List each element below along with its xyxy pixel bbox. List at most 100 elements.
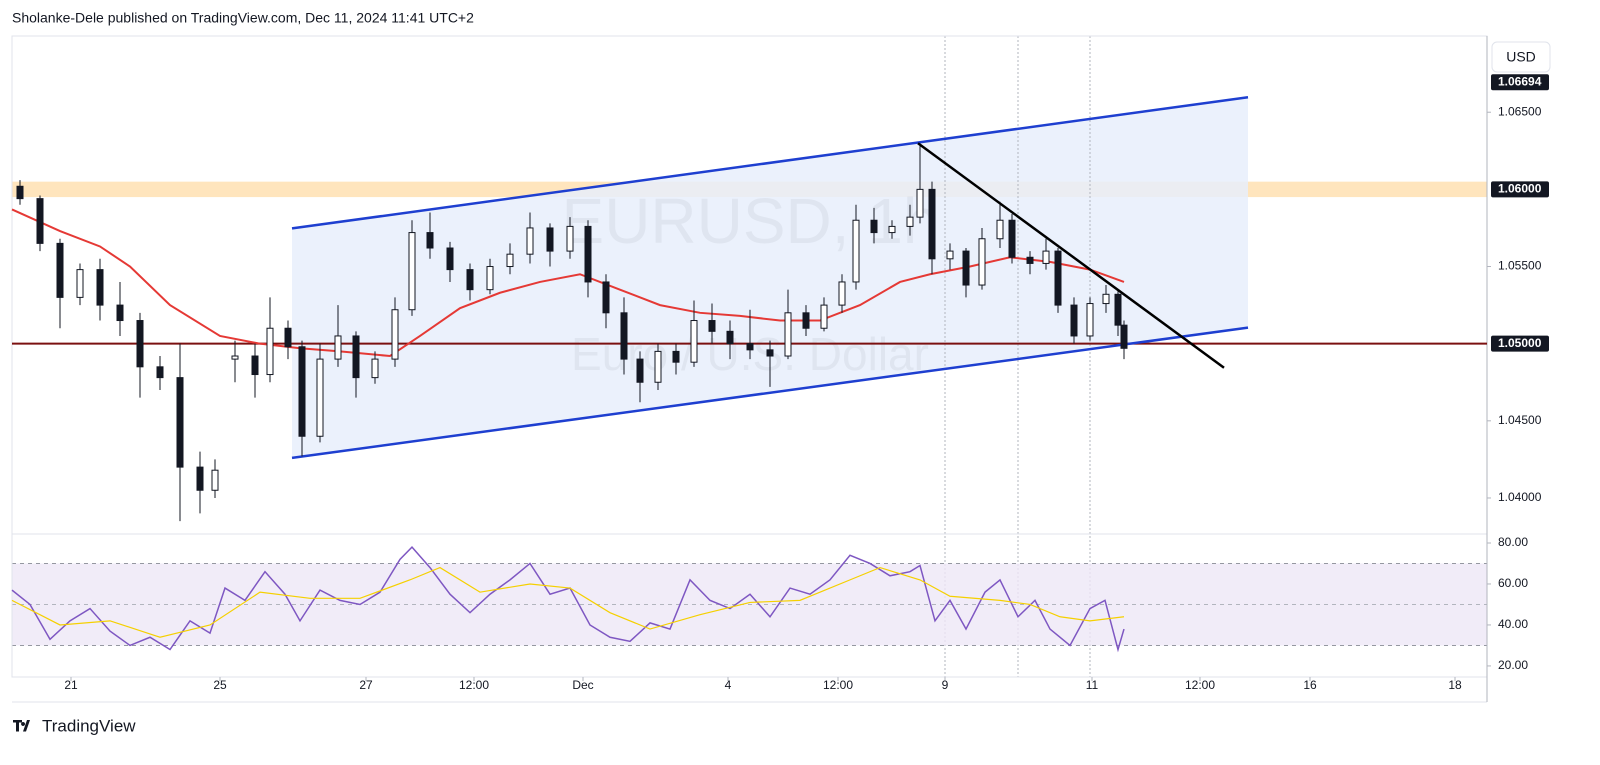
candle-body [636, 358, 644, 383]
candle-body [176, 377, 184, 468]
candle-body [36, 198, 44, 244]
candle-body [546, 227, 554, 252]
candle-body [620, 312, 628, 360]
candle-body [371, 358, 379, 379]
candle-body [672, 350, 680, 363]
y-tick-label: 1.04000 [1498, 490, 1542, 504]
price-label-box [1491, 181, 1549, 198]
x-tick-label: 9 [942, 678, 949, 692]
candle-body [820, 304, 828, 329]
x-tick-label: 16 [1303, 678, 1317, 692]
candle-body [746, 343, 754, 351]
candle-body [298, 346, 306, 437]
y-tick-label: 1.06500 [1498, 104, 1542, 118]
candle-body [352, 335, 360, 379]
candle-body [76, 269, 84, 298]
candle-body [231, 355, 239, 360]
watermark: EURUSD, 1h [562, 185, 939, 257]
candle-body [654, 350, 662, 383]
candle-body [726, 330, 734, 345]
candle-body [602, 281, 610, 314]
candle-body [251, 355, 259, 376]
channel-upper [291, 96, 1249, 230]
candle-body [116, 304, 124, 322]
candle-body [1102, 293, 1110, 305]
candle-body [526, 227, 534, 255]
candle-body [928, 188, 936, 260]
y-tick-label: 1.04500 [1498, 413, 1542, 427]
candle-body [870, 219, 878, 234]
y-tick-label: 20.00 [1498, 658, 1528, 672]
candle-body [96, 269, 104, 306]
currency-button[interactable] [1491, 41, 1551, 73]
x-tick-label: 12:00 [1185, 678, 1215, 692]
channel-lower [291, 326, 1249, 460]
candle-body [316, 358, 324, 437]
candle-body [56, 242, 64, 298]
candle-body [916, 188, 924, 218]
candle-body [16, 185, 24, 200]
candle-body [266, 327, 274, 376]
candle-body [1086, 303, 1094, 337]
candle-body [334, 335, 342, 360]
price-label: 1.06694 [1498, 74, 1542, 88]
y-tick-label: 40.00 [1498, 617, 1528, 631]
candle-body [391, 309, 399, 360]
rsi-line [11, 545, 1125, 653]
candle-body [1054, 250, 1062, 306]
x-tick-label: 4 [725, 678, 732, 692]
rsi-line [11, 566, 1125, 638]
candle-body [838, 281, 846, 306]
candle-body [566, 225, 574, 252]
price-label-box [1491, 335, 1549, 352]
candle-body [906, 216, 914, 227]
x-tick-label: Dec [572, 678, 593, 692]
candle-body [446, 247, 454, 271]
candle-body [1120, 324, 1128, 349]
marks-layer: 1.04000 1.04500 1.05500 1.06500 1.06694 1.060… [11, 74, 1549, 692]
candle-body [708, 320, 716, 332]
x-tick-label: 18 [1448, 678, 1462, 692]
candle-body [978, 238, 986, 286]
price-label: 1.05000 [1498, 336, 1542, 350]
trendline [917, 142, 1225, 369]
candle-body [784, 312, 792, 357]
candle-body [888, 225, 896, 234]
candle-body [946, 250, 954, 260]
candle-body [486, 266, 494, 291]
candle-body [196, 466, 204, 491]
candle-body [211, 469, 219, 491]
candle-body [426, 232, 434, 249]
x-tick-label: 21 [64, 678, 78, 692]
footer-logo: TradingView [13, 716, 136, 735]
y-tick-label: 60.00 [1498, 576, 1528, 590]
candle-body [408, 232, 416, 311]
candle-body [1026, 256, 1034, 264]
candle-body [802, 312, 810, 329]
candle-body [284, 327, 292, 348]
x-tick-label: 12:00 [459, 678, 489, 692]
candle-body [156, 366, 164, 379]
candle-body [690, 320, 698, 363]
y-tick-label: 1.05500 [1498, 259, 1542, 273]
moving-average [11, 208, 1125, 358]
logo-icon [13, 720, 30, 732]
footer-brand: TradingView [42, 716, 136, 735]
candle-body [852, 219, 860, 283]
price-label: 1.06000 [1498, 182, 1542, 196]
candle-body [766, 349, 774, 357]
x-tick-label: 12:00 [823, 678, 853, 692]
currency-label: USD [1506, 49, 1536, 65]
candle-body [962, 250, 970, 286]
candle-body [584, 225, 592, 283]
price-label-box [1491, 74, 1549, 91]
candle-body [1070, 304, 1078, 337]
candle-body [996, 219, 1004, 240]
channel-fill [292, 97, 1248, 458]
candle-body [506, 253, 514, 268]
candle-body [1042, 250, 1050, 264]
candle-body [1008, 219, 1016, 258]
publish-header: Sholanke-Dele published on TradingView.c… [12, 10, 474, 26]
